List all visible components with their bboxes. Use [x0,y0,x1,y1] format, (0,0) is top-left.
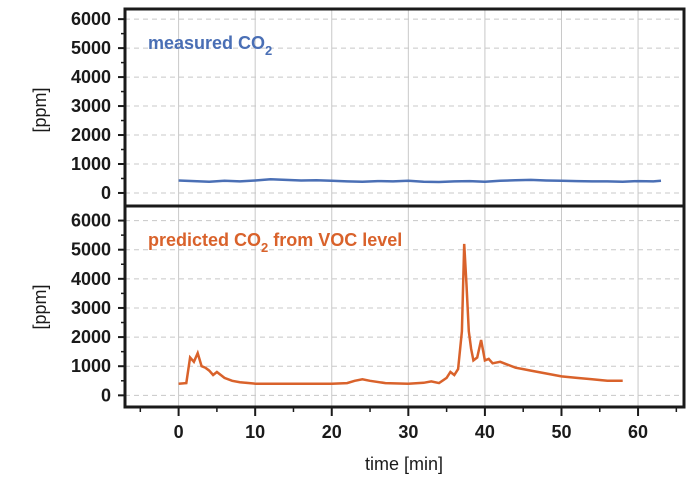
panel2-frame [123,204,686,409]
y-tick-label: 5000 [71,240,111,260]
y-tick-label: 6000 [71,211,111,231]
y-tick-label: 1000 [71,356,111,376]
series-line-measured-co2 [178,178,662,184]
y-tick-label: 3000 [71,96,111,116]
series-label-measured-co2: measured CO2 [148,33,272,58]
x-tick-label: 20 [322,422,342,442]
y-tick-label: 2000 [71,125,111,145]
y-tick-label: 5000 [71,38,111,58]
measured-co2-panel: 0 1000 2000 3000 4000 5000 6000 measured CO2 [71,7,686,208]
x-axis-ticks: 0 10 20 30 40 50 60 [139,407,678,442]
x-tick-label: 10 [245,422,265,442]
y-tick-label: 0 [101,385,111,405]
y-tick-label: 1000 [71,154,111,174]
series-label-predicted-co2: predicted CO2 from VOC level [148,230,402,255]
series-line-predicted-co2 [178,243,623,385]
x-tick-label: 40 [475,422,495,442]
legend-rest-text: from VOC level [268,230,402,250]
x-tick-label: 60 [628,422,648,442]
panel2-y-ticks: 0 1000 2000 3000 4000 5000 6000 [71,211,125,405]
panel1-grid [125,9,684,206]
y-axis-label-bottom: [ppm] [30,284,50,329]
legend-subscript: 2 [265,43,272,58]
y-tick-label: 4000 [71,269,111,289]
y-tick-label: 3000 [71,298,111,318]
x-tick-label: 0 [174,422,184,442]
y-axis-label-top: [ppm] [30,87,50,132]
y-tick-label: 6000 [71,9,111,29]
panel1-y-ticks: 0 1000 2000 3000 4000 5000 6000 [71,9,125,203]
legend-main-text: measured CO [148,33,265,53]
x-axis-label: time [min] [365,454,443,474]
panel2-grid [125,206,684,407]
predicted-co2-panel: 0 1000 2000 3000 4000 5000 6000 predicted CO2 … [71,204,686,442]
y-tick-label: 4000 [71,67,111,87]
legend-subscript: 2 [261,240,268,255]
y-tick-label: 2000 [71,327,111,347]
x-tick-label: 50 [551,422,571,442]
y-tick-label: 0 [101,183,111,203]
x-tick-label: 30 [398,422,418,442]
legend-main-text: predicted CO [148,230,261,250]
